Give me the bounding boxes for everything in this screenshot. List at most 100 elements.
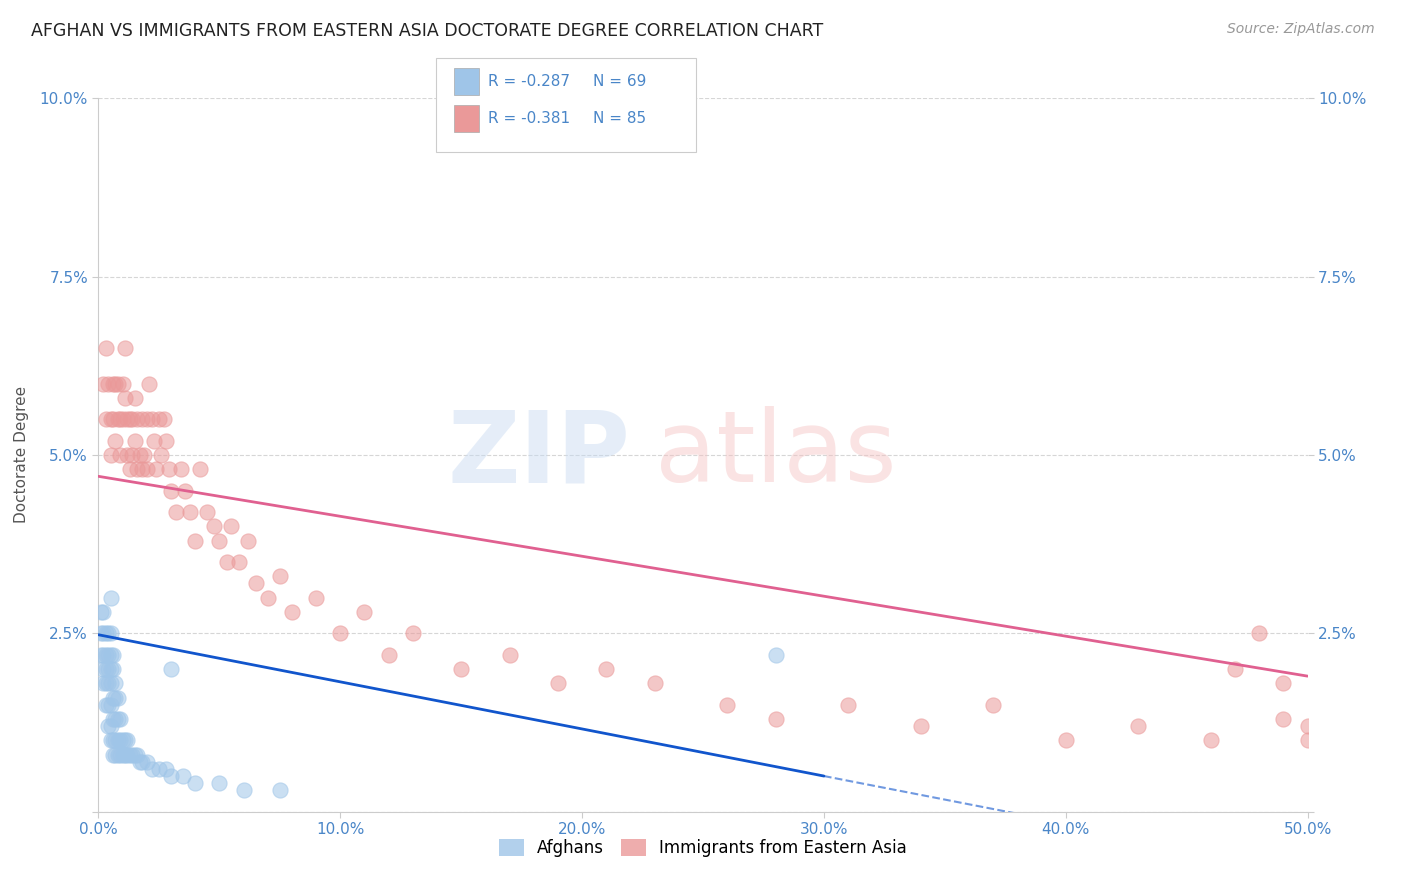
Point [97, 719, 120, 733]
Point [97, 676, 120, 690]
Point [174, 483, 197, 498]
Point [152, 412, 174, 426]
Point [104, 747, 127, 762]
Point [101, 412, 124, 426]
Point [111, 747, 134, 762]
Point [402, 626, 425, 640]
Point [107, 690, 129, 705]
Point [101, 733, 124, 747]
Point [150, 448, 173, 462]
Point [1054, 733, 1077, 747]
Point [101, 712, 124, 726]
Point [91, 676, 114, 690]
Point [91, 648, 114, 662]
Point [97, 626, 120, 640]
Point [100, 626, 122, 640]
Text: R = -0.287: R = -0.287 [488, 74, 569, 89]
Point [104, 676, 127, 690]
Point [450, 662, 472, 676]
Text: R = -0.381: R = -0.381 [488, 111, 569, 126]
Point [91, 376, 114, 391]
Point [155, 434, 177, 448]
Point [111, 376, 134, 391]
Point [238, 533, 260, 548]
Point [97, 662, 120, 676]
Point [101, 747, 124, 762]
Point [256, 591, 278, 605]
Point [148, 412, 170, 426]
Point [118, 462, 141, 476]
Point [104, 733, 127, 747]
Point [281, 605, 304, 619]
Point [117, 448, 139, 462]
Point [138, 376, 160, 391]
Point [91, 626, 114, 640]
Point [101, 662, 124, 676]
Point [160, 662, 183, 676]
Text: Source: ZipAtlas.com: Source: ZipAtlas.com [1227, 22, 1375, 37]
Point [128, 755, 150, 769]
Point [121, 747, 143, 762]
Point [94, 341, 117, 355]
Point [134, 448, 156, 462]
Point [716, 698, 738, 712]
Point [353, 605, 375, 619]
Point [165, 505, 187, 519]
Point [100, 676, 122, 690]
Point [100, 662, 122, 676]
Point [108, 733, 131, 747]
Point [90, 648, 112, 662]
Point [981, 698, 1004, 712]
Text: atlas: atlas [655, 407, 896, 503]
Point [97, 698, 120, 712]
Point [94, 662, 117, 676]
Point [94, 412, 117, 426]
Point [100, 648, 122, 662]
Point [100, 698, 122, 712]
Point [90, 626, 112, 640]
Point [221, 519, 243, 533]
Point [91, 605, 114, 619]
Point [127, 462, 149, 476]
Point [121, 448, 143, 462]
Point [148, 762, 170, 776]
Point [107, 376, 129, 391]
Point [114, 391, 136, 405]
Point [245, 576, 267, 591]
Point [131, 755, 153, 769]
Point [184, 533, 207, 548]
Point [157, 462, 180, 476]
Point [204, 519, 226, 533]
Point [128, 448, 150, 462]
Point [101, 648, 124, 662]
Point [765, 648, 787, 662]
Point [135, 462, 157, 476]
Point [104, 376, 127, 391]
Point [195, 505, 218, 519]
Point [124, 391, 146, 405]
Point [228, 555, 250, 569]
Point [1296, 733, 1319, 747]
Point [108, 712, 131, 726]
Point [124, 434, 146, 448]
Point [124, 747, 146, 762]
Point [114, 747, 136, 762]
Point [765, 712, 787, 726]
Point [141, 412, 163, 426]
Point [94, 698, 117, 712]
Point [108, 448, 131, 462]
Point [329, 626, 352, 640]
Point [547, 676, 569, 690]
Point [498, 648, 520, 662]
Y-axis label: Doctorate Degree: Doctorate Degree [14, 386, 28, 524]
Point [131, 412, 153, 426]
Point [910, 719, 932, 733]
Point [269, 783, 291, 797]
Point [94, 648, 117, 662]
Point [118, 747, 141, 762]
Point [94, 676, 117, 690]
Point [1296, 719, 1319, 733]
Text: N = 85: N = 85 [593, 111, 647, 126]
Point [143, 434, 166, 448]
Point [1223, 662, 1246, 676]
